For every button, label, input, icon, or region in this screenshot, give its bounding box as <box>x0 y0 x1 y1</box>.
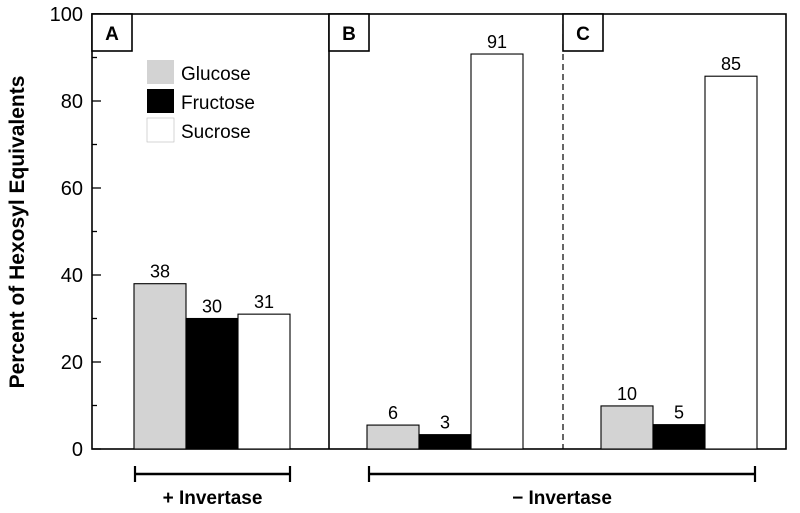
value-labels: 38 30 31 6 3 91 10 5 85 <box>150 32 741 433</box>
y-tick-label: 20 <box>61 352 83 374</box>
panel-letter-c: C <box>576 24 590 45</box>
y-axis-label: Percent of Hexosyl Equivalents <box>6 76 29 389</box>
value-label: 91 <box>487 32 507 52</box>
legend-label-fructose: Fructose <box>181 93 255 114</box>
value-label: 10 <box>617 384 637 404</box>
panel-letter-box <box>562 13 604 52</box>
value-label: 3 <box>440 413 450 433</box>
value-label: 6 <box>388 403 398 423</box>
y-tick-label: 0 <box>72 439 83 461</box>
bar-a-fructose <box>185 317 239 450</box>
legend-swatch-sucrose <box>146 117 175 143</box>
panel-letters: A B C <box>91 13 604 52</box>
value-label: 31 <box>254 292 274 312</box>
bar-a-sucrose <box>237 313 291 450</box>
y-tick-label: 40 <box>61 265 83 287</box>
panel-letter-a: A <box>105 24 119 45</box>
value-label: 30 <box>202 297 222 317</box>
value-label: 38 <box>150 262 170 282</box>
bar-b-sucrose <box>470 53 524 450</box>
value-label: 5 <box>674 403 684 423</box>
group-brackets: + Invertase − Invertase <box>133 466 757 509</box>
bar-a-glucose <box>133 283 187 450</box>
bar-c-fructose <box>652 424 706 450</box>
y-axis: 0 20 40 60 80 100 <box>50 4 101 461</box>
group-label: − Invertase <box>512 488 612 509</box>
bar-c-glucose <box>600 405 654 450</box>
panel-letter-box <box>91 13 133 52</box>
y-tick-label: 60 <box>61 178 83 200</box>
bar-b-glucose <box>366 424 420 450</box>
bar-c-sucrose <box>704 75 758 450</box>
value-label: 85 <box>721 54 741 74</box>
bars <box>133 53 758 450</box>
y-tick-label: 80 <box>61 91 83 113</box>
legend-swatch-fructose <box>147 89 174 113</box>
group-label: + Invertase <box>163 488 263 509</box>
y-tick-label: 100 <box>50 4 83 26</box>
panel-letter-b: B <box>342 24 356 45</box>
legend-swatch-glucose <box>147 60 174 84</box>
panel-letter-box <box>328 13 370 52</box>
bar-b-fructose <box>418 434 472 450</box>
legend: Glucose Fructose Sucrose <box>146 60 255 143</box>
legend-label-sucrose: Sucrose <box>181 122 251 143</box>
legend-label-glucose: Glucose <box>181 64 251 85</box>
